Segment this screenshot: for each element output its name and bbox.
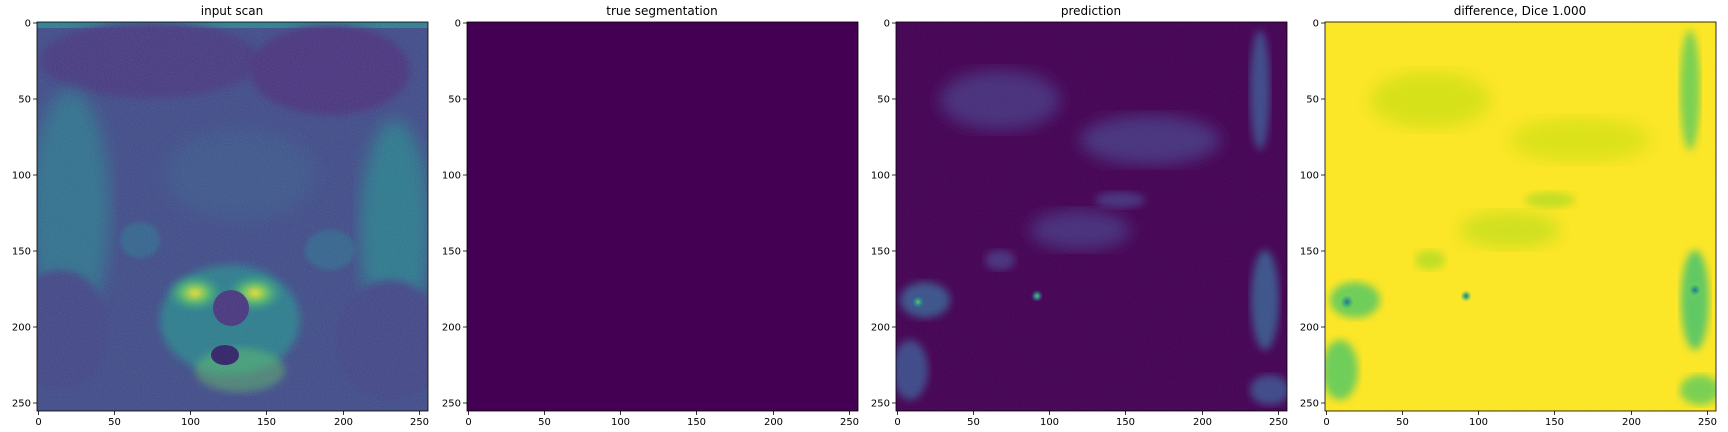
true-segmentation-y-axis: 0 50 100 150 200 250 [442, 19, 467, 410]
y-tick-label: 0 [455, 19, 461, 30]
panel-prediction: prediction 0 50 100 [871, 4, 1288, 428]
prediction-image [896, 22, 1287, 411]
x-tick-label: 100 [1469, 417, 1488, 428]
x-tick-label: 150 [687, 417, 706, 428]
x-tick-label: 0 [35, 417, 41, 428]
panel-input-scan: input scan [12, 4, 429, 428]
x-tick-label: 100 [181, 417, 200, 428]
x-tick-label: 150 [257, 417, 276, 428]
difference-frame [1324, 21, 1717, 412]
panel-title-difference: difference, Dice 1.000 [1454, 4, 1587, 18]
y-tick-label: 250 [1300, 399, 1319, 410]
prediction-y-axis: 0 50 100 150 200 250 [871, 19, 896, 410]
y-tick-label: 100 [1300, 171, 1319, 182]
x-tick-label: 100 [1040, 417, 1059, 428]
x-tick-label: 200 [764, 417, 783, 428]
panel-title-true-segmentation: true segmentation [606, 4, 717, 18]
y-tick-label: 50 [18, 95, 31, 106]
y-tick-label: 200 [871, 323, 890, 334]
x-tick-label: 50 [108, 417, 121, 428]
y-tick-label: 0 [1313, 19, 1319, 30]
true-segmentation-x-axis: 0 50 100 150 200 250 [465, 411, 859, 428]
y-tick-label: 250 [871, 399, 890, 410]
y-tick-label: 150 [871, 247, 890, 258]
input-scan-frame [36, 21, 429, 412]
y-tick-label: 150 [12, 247, 31, 258]
x-tick-label: 150 [1545, 417, 1564, 428]
difference-image [1325, 22, 1716, 411]
input-scan-image [37, 22, 428, 411]
panel-true-segmentation: true segmentation 0 50 100 150 200 250 [442, 4, 859, 428]
panel-title-input-scan: input scan [201, 4, 264, 18]
y-tick-label: 100 [12, 171, 31, 182]
x-tick-label: 0 [894, 417, 900, 428]
y-tick-label: 100 [442, 171, 461, 182]
y-tick-label: 50 [1306, 95, 1319, 106]
y-tick-label: 200 [1300, 323, 1319, 334]
x-tick-label: 250 [1698, 417, 1717, 428]
true-segmentation-frame [466, 21, 859, 412]
x-tick-label: 50 [538, 417, 551, 428]
input-scan-x-axis: 0 50 100 150 200 250 [35, 411, 429, 428]
y-tick-label: 0 [884, 19, 890, 30]
x-tick-label: 250 [840, 417, 859, 428]
y-tick-label: 250 [12, 399, 31, 410]
y-tick-label: 150 [1300, 247, 1319, 258]
x-tick-label: 250 [1269, 417, 1288, 428]
true-segmentation-image [467, 22, 858, 411]
prediction-x-axis: 0 50 100 150 200 250 [894, 411, 1288, 428]
y-tick-label: 100 [871, 171, 890, 182]
y-tick-label: 200 [12, 323, 31, 334]
y-tick-label: 250 [442, 399, 461, 410]
input-scan-y-axis: 0 50 100 150 200 250 [12, 19, 37, 410]
difference-y-axis: 0 50 100 150 200 250 [1300, 19, 1325, 410]
panel-difference: difference, Dice 1.000 0 [1300, 4, 1717, 428]
x-tick-label: 250 [410, 417, 429, 428]
x-tick-label: 150 [1116, 417, 1135, 428]
x-tick-label: 200 [1622, 417, 1641, 428]
x-tick-label: 50 [967, 417, 980, 428]
prediction-frame [895, 21, 1288, 412]
x-tick-label: 50 [1396, 417, 1409, 428]
x-tick-label: 100 [611, 417, 630, 428]
y-tick-label: 0 [25, 19, 31, 30]
y-tick-label: 150 [442, 247, 461, 258]
x-tick-label: 200 [1193, 417, 1212, 428]
difference-x-axis: 0 50 100 150 200 250 [1323, 411, 1717, 428]
x-tick-label: 0 [465, 417, 471, 428]
y-tick-label: 50 [448, 95, 461, 106]
x-tick-label: 200 [334, 417, 353, 428]
y-tick-label: 200 [442, 323, 461, 334]
y-tick-label: 50 [877, 95, 890, 106]
panel-title-prediction: prediction [1061, 4, 1121, 18]
x-tick-label: 0 [1323, 417, 1329, 428]
